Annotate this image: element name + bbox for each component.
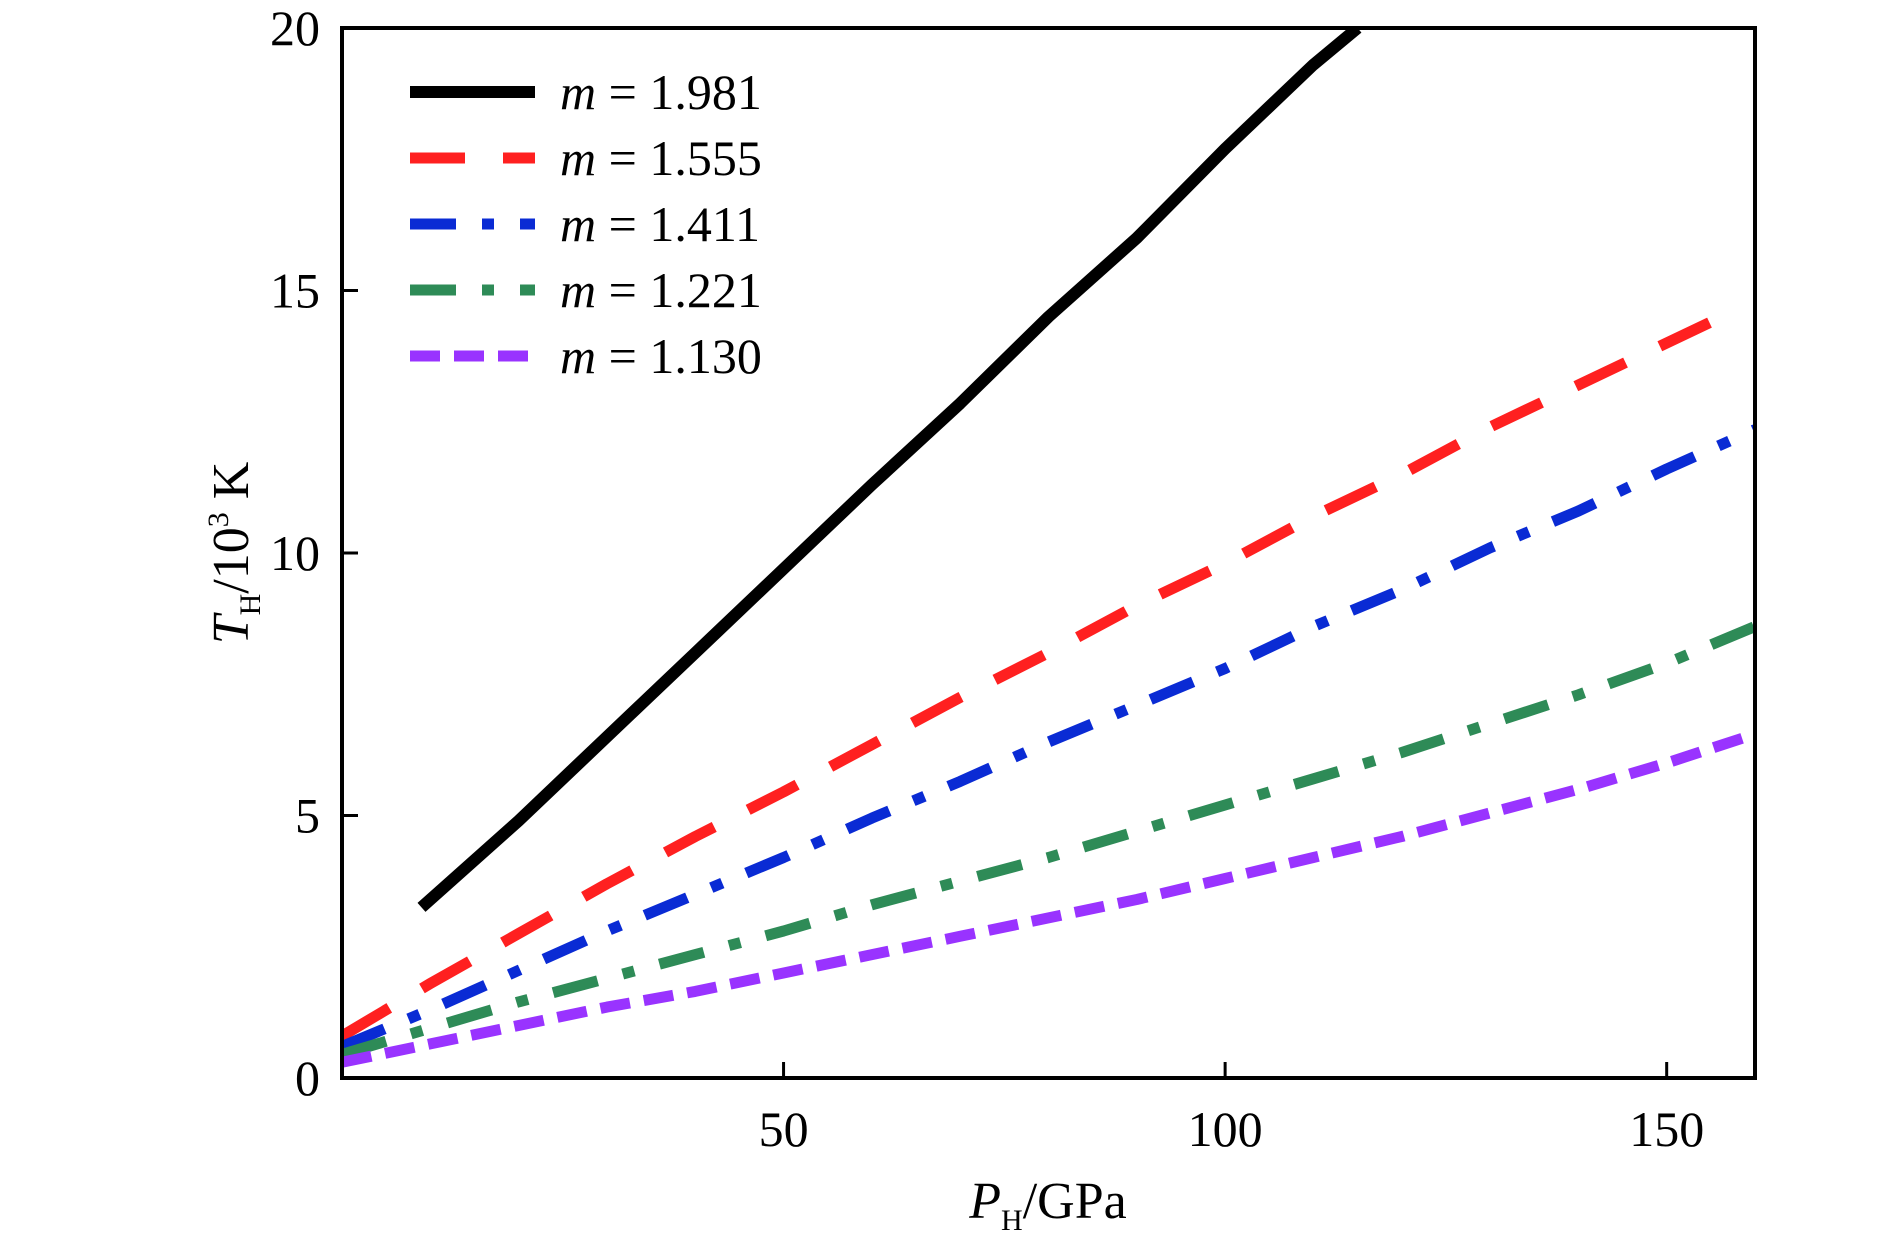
legend-eq: = xyxy=(596,130,649,186)
x-axis-label-subscript: H xyxy=(1001,1204,1023,1237)
legend-value: 1.555 xyxy=(649,130,762,186)
legend-var: m xyxy=(560,64,596,120)
legend-eq: = xyxy=(596,262,649,318)
y-tick-label: 5 xyxy=(295,788,320,844)
series-layer xyxy=(342,28,1755,1068)
y-axis-label-unit-suffix: K xyxy=(203,461,260,512)
x-axis-label-unit: /GPa xyxy=(1023,1173,1127,1230)
ticks-layer: 50 100 150 0 5 10 15 20 xyxy=(270,0,1704,1157)
legend-value: 1.981 xyxy=(649,64,762,120)
series-line-1 xyxy=(342,317,1714,1041)
series-line-0 xyxy=(417,28,1362,912)
x-tick-label: 100 xyxy=(1188,1101,1263,1157)
legend-eq: = xyxy=(596,328,649,384)
legend-var: m xyxy=(560,196,596,252)
legend-value: 1.411 xyxy=(649,196,760,252)
x-axis-label-symbol: P xyxy=(968,1173,1001,1230)
legend-label-3: m = 1.221 xyxy=(560,262,762,318)
x-axis-label: PH/GPa xyxy=(968,1173,1126,1237)
y-tick-label: 15 xyxy=(270,263,320,319)
legend-value: 1.130 xyxy=(649,328,762,384)
x-tick-label: 150 xyxy=(1629,1101,1704,1157)
series-line-2 xyxy=(342,424,1755,1052)
legend-eq: = xyxy=(596,64,649,120)
legend-label-1: m = 1.555 xyxy=(560,130,762,186)
y-tick-label: 10 xyxy=(270,525,320,581)
legend-value: 1.221 xyxy=(649,262,762,318)
legend-eq: = xyxy=(596,196,649,252)
legend-label-0: m = 1.981 xyxy=(560,64,762,120)
series-line-4 xyxy=(342,728,1755,1068)
legend-var: m xyxy=(560,328,596,384)
x-tick-label: 50 xyxy=(759,1101,809,1157)
y-axis-label-unit-power: 3 xyxy=(202,512,235,527)
y-axis-label-symbol: T xyxy=(203,612,260,644)
y-axis-label-unit-prefix: /10 xyxy=(203,527,260,593)
legend-var: m xyxy=(560,130,596,186)
y-tick-label: 0 xyxy=(295,1050,320,1106)
legend-var: m xyxy=(560,262,596,318)
series-line-3 xyxy=(342,621,1755,1060)
y-tick-label: 20 xyxy=(270,0,320,56)
legend-label-4: m = 1.130 xyxy=(560,328,762,384)
y-axis-label-subscript: H xyxy=(234,594,267,616)
legend-label-2: m = 1.411 xyxy=(560,196,760,252)
y-axis-label: TH/103 K xyxy=(202,461,267,644)
